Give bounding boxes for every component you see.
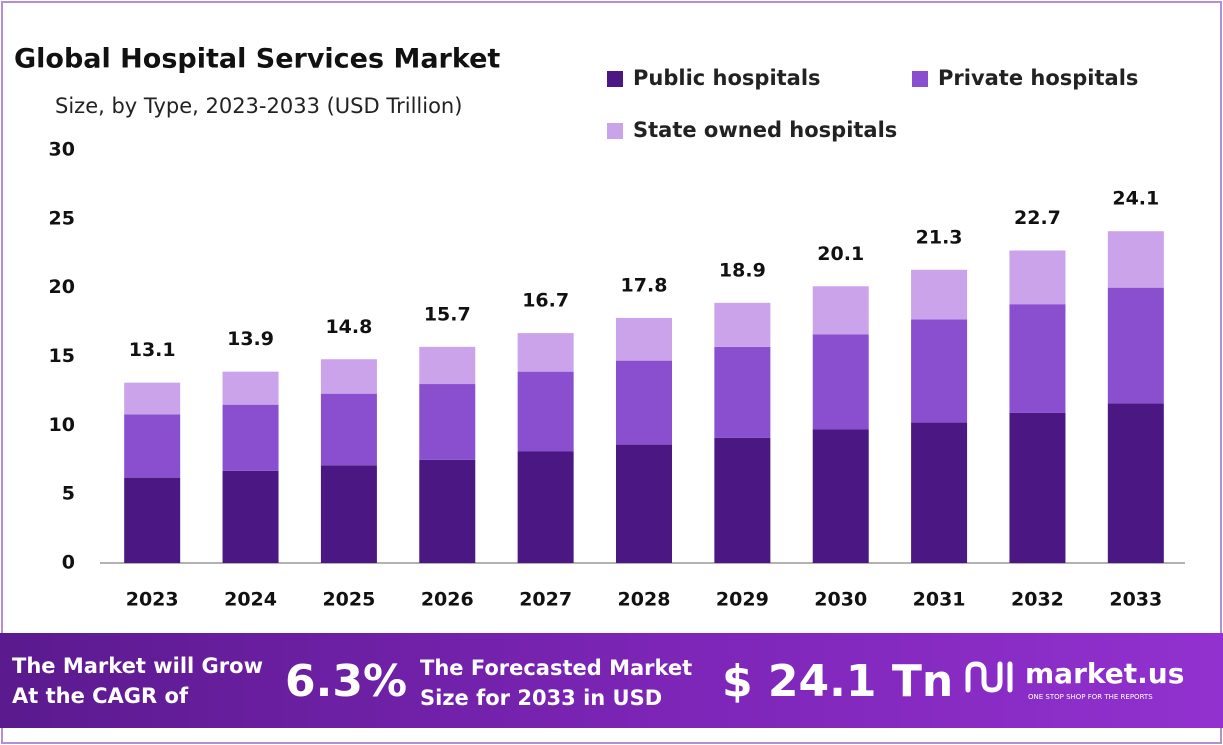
bar-segment [911, 422, 968, 563]
x-tick-label: 2024 [224, 589, 277, 611]
y-tick-label: 5 [62, 483, 75, 505]
banner-texts: The Market will Grow At the CAGR of 6.3%… [12, 654, 1184, 710]
y-tick-label: 20 [49, 276, 75, 298]
banner-cagr: 6.3% [285, 656, 407, 707]
bar-segment [517, 333, 574, 372]
brand-logo [965, 661, 1013, 693]
bar-segment [320, 359, 377, 394]
y-tick-label: 25 [49, 207, 75, 229]
total-label: 15.7 [424, 303, 471, 325]
total-label: 17.8 [621, 274, 668, 296]
banner-text: At the CAGR of [12, 684, 189, 708]
banner-text: The Forecasted Market [420, 656, 692, 680]
y-tick-label: 10 [49, 414, 75, 436]
bar-segment [222, 470, 279, 563]
bar-segment [124, 477, 181, 563]
x-tick-label: 2033 [1109, 589, 1162, 611]
bar-segment [714, 346, 771, 438]
bar-segment [1107, 231, 1164, 288]
legend-label: Public hospitals [633, 66, 821, 90]
bar-segment [1009, 412, 1066, 563]
total-label: 21.3 [916, 226, 963, 248]
bar-segment [1107, 403, 1164, 563]
bar-segment [419, 384, 476, 460]
chart-title: Global Hospital Services Market [14, 44, 500, 75]
x-tick-label: 2026 [421, 589, 474, 611]
bar-segment [1009, 250, 1066, 305]
banner-text: Size for 2033 in USD [420, 686, 662, 710]
legend-swatch [912, 71, 928, 87]
total-label: 20.1 [817, 243, 864, 265]
bar-segment [714, 437, 771, 563]
bar-segment [124, 382, 181, 415]
bar-segment [419, 459, 476, 563]
legend-label: State owned hospitals [633, 118, 897, 142]
x-tick-label: 2025 [322, 589, 375, 611]
chart-subtitle: Size, by Type, 2023-2033 (USD Trillion) [55, 94, 462, 118]
bar-segment [911, 319, 968, 423]
x-tick-label: 2031 [913, 589, 966, 611]
legend-label: Private hospitals [938, 66, 1138, 90]
bar-segment [124, 414, 181, 478]
bar-segment [616, 360, 672, 445]
banner-text: The Market will Grow [12, 654, 263, 678]
bar-segment [616, 444, 672, 563]
total-label: 13.1 [129, 339, 176, 361]
bar-segment [222, 404, 279, 471]
y-tick-label: 30 [49, 139, 75, 161]
x-tick-label: 2030 [814, 589, 867, 611]
total-label: 24.1 [1112, 188, 1159, 210]
total-label: 14.8 [325, 316, 372, 338]
x-tick-label: 2028 [618, 589, 671, 611]
bar-segment [1009, 304, 1066, 413]
total-label: 16.7 [522, 290, 569, 312]
total-label: 22.7 [1014, 207, 1061, 229]
total-label: 18.9 [719, 259, 766, 281]
legend-swatch [607, 71, 623, 87]
banner [0, 633, 1223, 728]
bar-segment [812, 334, 869, 430]
x-tick-label: 2027 [519, 589, 572, 611]
y-tick-label: 0 [62, 552, 75, 574]
bar-segment [517, 371, 574, 452]
bar-segment [911, 269, 968, 320]
bar-segment [320, 465, 377, 563]
banner-size: $ 24.1 Tn [722, 656, 953, 707]
legend-swatch [607, 123, 623, 139]
bar-segment [517, 451, 574, 563]
bar-segment [320, 393, 377, 466]
bar-segment [812, 429, 869, 563]
bar-segment [812, 286, 869, 335]
y-tick-label: 15 [49, 345, 75, 367]
x-tick-label: 2023 [126, 589, 179, 611]
x-tick-label: 2029 [716, 589, 769, 611]
bar-segment [419, 346, 476, 385]
x-tick-label: 2032 [1011, 589, 1064, 611]
brand-tagline: ONE STOP SHOP FOR THE REPORTS [1028, 693, 1153, 701]
bar-segment [222, 371, 279, 405]
bar-segment [1107, 287, 1164, 404]
bar-segment [616, 317, 672, 361]
total-label: 13.9 [227, 328, 274, 350]
brand: market.us [1025, 657, 1184, 690]
bar-segment [714, 302, 771, 347]
